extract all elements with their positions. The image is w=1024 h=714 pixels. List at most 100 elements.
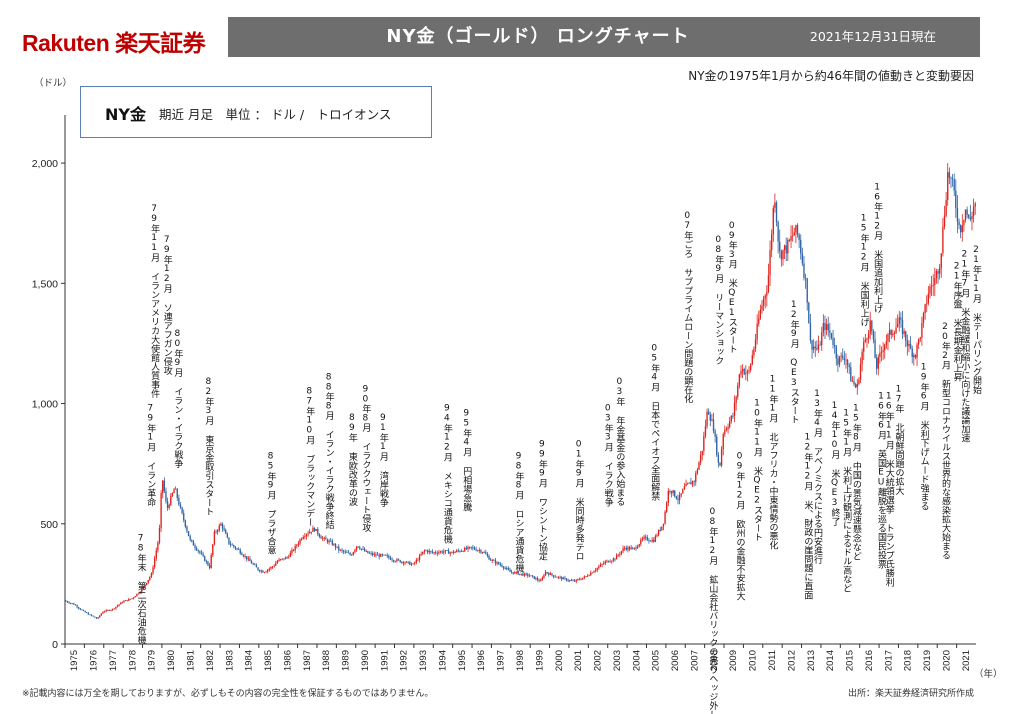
candle-body [386, 555, 388, 557]
candle-body [275, 563, 277, 566]
candle-body [662, 523, 665, 527]
x-tick-label: 1984 [244, 650, 255, 671]
candle-body [315, 529, 317, 531]
candle-body [97, 617, 99, 619]
candle-body [950, 177, 952, 179]
candle-body [824, 323, 826, 330]
candle-body [914, 355, 917, 358]
candle-body [262, 570, 264, 573]
candle-body [837, 358, 839, 365]
candle-body [223, 528, 225, 530]
candle-body [791, 235, 794, 237]
candle-body [800, 239, 802, 254]
candle-body [706, 411, 708, 427]
candle-body [373, 554, 375, 556]
candle-body [179, 504, 182, 508]
candle-body [417, 559, 419, 561]
event-annotation: 87年10月 ブラックマンデー [304, 387, 315, 527]
x-tick-label: 1989 [341, 650, 352, 671]
x-tick-label: 2008 [709, 650, 720, 671]
y-tick-label: 1,500 [32, 278, 58, 290]
candle-body [927, 293, 930, 304]
candle-body [430, 550, 432, 552]
candle-body [181, 507, 183, 514]
event-annotation: 79年12月 ソ連アフガン侵攻 [162, 235, 173, 376]
candle-body [840, 355, 842, 357]
candle-body [801, 253, 804, 264]
candle-body [959, 225, 962, 233]
candle-body [735, 396, 737, 403]
candle-body [331, 540, 334, 545]
candle-body [254, 564, 256, 566]
candle-body [935, 271, 938, 279]
candle-body [418, 555, 421, 560]
candle-body [964, 209, 967, 221]
candle-body [144, 584, 146, 587]
candle-body [772, 207, 774, 235]
candle-body [299, 539, 301, 544]
candle-body [378, 554, 380, 557]
candle-body [879, 352, 881, 358]
candle-body [624, 547, 626, 549]
candle-body [919, 337, 921, 340]
candle-body [270, 566, 272, 569]
event-annotation: 14年10月 米QE3終了 [830, 401, 841, 526]
candle-body [551, 573, 553, 576]
candle-body [808, 302, 810, 324]
candle-body [667, 490, 669, 503]
chart-subtitle: NY金の1975年1月から約46年間の値動きと変動要因 [688, 69, 974, 83]
candle-body [596, 567, 598, 571]
candle-body [762, 298, 765, 306]
x-tick-label: 1993 [418, 650, 429, 671]
candle-body [606, 560, 608, 562]
x-tick-label: 1980 [166, 650, 177, 671]
candle-body [170, 496, 172, 506]
candle-body [464, 547, 466, 552]
candle-body [848, 365, 850, 368]
candle-body [922, 313, 925, 324]
candle-body [428, 550, 430, 553]
candle-body [716, 436, 718, 455]
x-tick-label: 1985 [263, 650, 274, 671]
event-annotation: 01年9月 米同時多発テロ [574, 440, 585, 561]
candle-body [504, 568, 506, 569]
x-tick-label: 2006 [670, 650, 681, 671]
candle-body [969, 217, 972, 220]
candle-body [674, 490, 676, 497]
candle-body [638, 544, 640, 547]
event-annotation: 11年1月 北アフリカ・中東情勢の悪化 [767, 375, 778, 551]
candle-body [611, 560, 613, 562]
event-annotation: 15年12月 米国利上げ [859, 214, 870, 327]
candle-body [528, 575, 531, 577]
candle-body [670, 491, 673, 494]
candle-body [237, 548, 240, 550]
candle-body [835, 346, 837, 359]
candle-body [352, 552, 355, 556]
candle-body [443, 551, 445, 553]
event-annotation: 20年2月 新型コロナウイルス世界的な感染拡大始まる [940, 322, 951, 560]
candle-body [938, 267, 941, 274]
candle-body [323, 537, 325, 539]
y-tick-label: 2,000 [32, 158, 58, 170]
candle-body [136, 593, 138, 597]
candle-body [737, 385, 739, 397]
legend-detail-label: 期近 月足 単位 ： ドル / トロイオンス [159, 107, 392, 122]
candle-body [617, 554, 619, 556]
candle-body [656, 535, 658, 537]
candle-body [947, 172, 949, 200]
candle-body [858, 379, 860, 384]
candle-body [435, 552, 437, 554]
candle-body [65, 600, 67, 602]
candle-body [472, 547, 474, 549]
x-tick-label: 2004 [631, 650, 642, 671]
candle-body [216, 530, 219, 532]
candle-body [591, 572, 594, 574]
candle-body [69, 603, 72, 604]
candle-body [543, 575, 545, 578]
candle-body [226, 533, 229, 538]
candle-body [362, 548, 364, 550]
candle-body [268, 568, 271, 570]
candle-body [785, 245, 787, 254]
candle-body [131, 598, 133, 600]
candle-body [205, 561, 208, 562]
